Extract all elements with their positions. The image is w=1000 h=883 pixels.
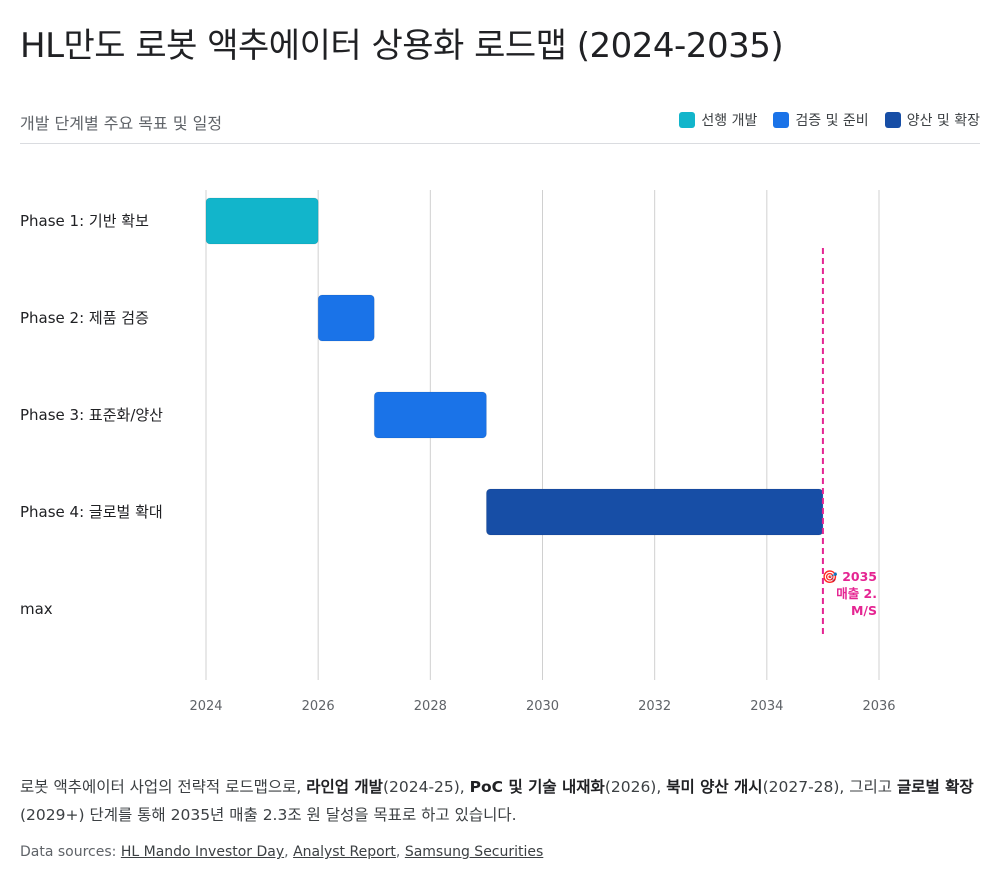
legend-swatch: [679, 112, 696, 128]
legend-label: 선행 개발: [701, 113, 758, 129]
gantt-bar: [373, 391, 487, 439]
target-annotation: 🎯 2035 매출 2. M/S: [822, 569, 877, 618]
gantt-bar: [205, 197, 319, 245]
source-link-analyst-report[interactable]: Analyst Report: [293, 844, 396, 860]
legend-label: 양산 및 확장: [906, 113, 980, 129]
y-category-label: max: [20, 600, 53, 618]
page-title: HL만도 로봇 액추에이터 상용화 로드맵 (2024-2035): [20, 26, 784, 66]
x-tick-label: 2026: [302, 699, 335, 714]
x-tick-label: 2036: [862, 699, 895, 714]
y-category-label: Phase 3: 표준화/양산: [20, 406, 163, 424]
x-tick-label: 2024: [189, 699, 222, 714]
annotation-text: M/S: [851, 603, 877, 618]
y-category-label: Phase 4: 글로벌 확대: [20, 503, 163, 521]
legend-item-validation[interactable]: 검증 및 준비: [773, 110, 869, 130]
annotation-text: 매출 2.: [836, 586, 877, 601]
chart-description: 로봇 액추에이터 사업의 전략적 로드맵으로, 라인업 개발(2024-25),…: [20, 778, 974, 824]
x-tick-label: 2032: [638, 699, 671, 714]
y-category-label: Phase 1: 기반 확보: [20, 212, 149, 230]
source-link-investor-day[interactable]: HL Mando Investor Day: [120, 844, 285, 860]
legend-item-mass-production[interactable]: 양산 및 확장: [884, 110, 980, 130]
x-tick-label: 2034: [750, 699, 783, 714]
legend-item-pre-development[interactable]: 선행 개발: [679, 110, 757, 130]
source-link-samsung-securities[interactable]: Samsung Securities: [404, 844, 544, 860]
legend-label: 검증 및 준비: [795, 113, 869, 129]
annotation-text: 🎯 2035: [822, 569, 877, 584]
chart-legend: 선행 개발 검증 및 준비 양산 및 확장: [679, 110, 980, 130]
data-sources: Data sources: HL Mando Investor Day, Ana…: [20, 844, 544, 860]
x-tick-label: 2030: [526, 699, 559, 714]
x-tick-label: 2028: [414, 699, 447, 714]
chart-subtitle: 개발 단계별 주요 목표 및 일정: [20, 114, 223, 133]
legend-swatch: [773, 112, 790, 128]
header-divider: [20, 143, 980, 144]
gantt-bar: [485, 488, 824, 536]
gantt-chart: 2024 2026 2028 2030 2032 2034 2036 Phase 1: 기반 …: [20, 190, 896, 714]
y-category-label: Phase 2: 제품 검증: [20, 309, 149, 327]
sources-label: Data sources:: [20, 844, 117, 860]
gantt-bar: [317, 294, 375, 342]
legend-swatch: [884, 112, 901, 128]
